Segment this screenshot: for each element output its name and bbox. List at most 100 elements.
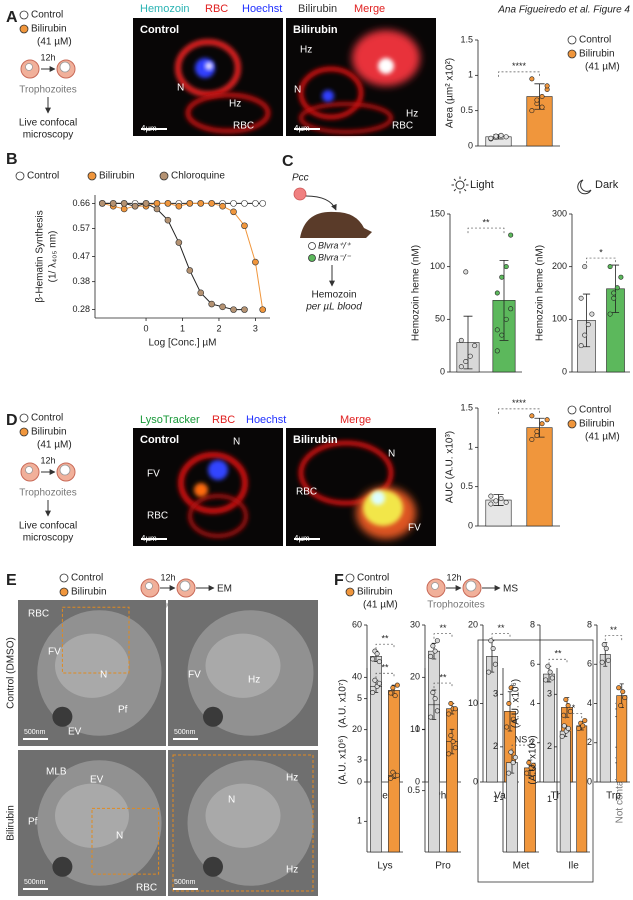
x-axis-label: Thr (551, 791, 567, 802)
y-tick-label: 5 (357, 693, 362, 703)
y-axis-label: (1/ λ₄₀₅ nm) (48, 231, 59, 283)
significance-label: * (572, 703, 576, 713)
image-label: RBC (147, 511, 168, 522)
image-label: Hz (229, 99, 241, 110)
data-point (186, 200, 194, 207)
significance-bracket (498, 71, 540, 77)
cell-region (55, 633, 129, 698)
data-point (219, 303, 226, 311)
image-title: Bilirubin (293, 24, 338, 36)
parasite-icon (25, 63, 33, 71)
significance-label: * (599, 247, 603, 257)
legend-label: (41 µM) (585, 432, 620, 443)
y-tick-label: 0.66 (72, 198, 90, 208)
data-point (499, 274, 505, 280)
sun-ray (453, 188, 457, 192)
stain (188, 494, 248, 538)
legend-marker (19, 413, 29, 423)
legend-label: Bilirubin (579, 49, 615, 60)
pathogen-icon (293, 187, 307, 201)
legend-marker (345, 573, 355, 583)
data-point (561, 723, 567, 729)
data-point (529, 413, 535, 419)
significance-label: ** (610, 625, 618, 635)
data-point (567, 708, 573, 714)
data-point (197, 289, 205, 297)
sun-icon (455, 180, 465, 190)
significance-label: ** (482, 217, 490, 227)
stain (205, 62, 213, 70)
zoom-box (172, 754, 314, 892)
zoom-box (61, 606, 130, 674)
data-point (388, 775, 394, 781)
bar (428, 704, 440, 853)
data-point (605, 657, 611, 663)
legend-label: Bilirubin (357, 587, 393, 598)
data-point (120, 200, 128, 207)
bar (576, 725, 588, 853)
cell-region (205, 633, 281, 698)
data-point (388, 690, 394, 696)
scale-label: 500nm (174, 879, 196, 886)
data-point (499, 332, 505, 338)
group-frame (477, 639, 594, 883)
data-point (565, 702, 571, 708)
row-label: Control (DMSO) (6, 637, 17, 709)
y-tick-label: 30 (410, 619, 420, 629)
stain (322, 90, 334, 102)
image-label: N (233, 437, 240, 448)
legend-marker (308, 242, 316, 250)
data-point (448, 732, 454, 738)
data-point (428, 653, 434, 659)
y-tick-label: 20 (352, 724, 362, 734)
y-tick-label: 0.5 (460, 481, 473, 491)
data-point (503, 134, 509, 140)
data-point (430, 690, 436, 696)
data-point (448, 700, 454, 706)
data-point (512, 754, 518, 760)
x-axis-label: Pro (435, 861, 451, 872)
bar (526, 427, 553, 527)
data-point (463, 358, 469, 364)
legend-label: (41 µM) (37, 440, 72, 451)
readout-label: Live confocal (19, 118, 77, 129)
y-tick-label: 4 (530, 698, 535, 708)
legend-marker (345, 587, 355, 597)
data-point (589, 311, 595, 317)
image-title: Control (140, 24, 179, 36)
y-tick-label: 150 (430, 208, 445, 218)
y-axis-label: Hemozoin heme (nM) (535, 245, 546, 341)
image-label: N (294, 85, 301, 96)
data-point (197, 200, 205, 207)
y-tick-label: 40 (352, 672, 362, 682)
y-tick-label: 0.5 (460, 105, 473, 115)
image-label: N (388, 449, 395, 460)
channel-label: Hoechst (242, 3, 282, 15)
data-point (153, 205, 161, 213)
data-point (486, 669, 492, 675)
bar (486, 656, 498, 783)
data-point (599, 659, 605, 665)
data-point (432, 696, 438, 702)
data-point (582, 718, 588, 724)
image-label: Hz (286, 773, 298, 784)
y-tick-label: 1.5 (460, 34, 473, 44)
data-point (563, 697, 569, 703)
data-point (372, 677, 378, 683)
y-tick-label: 1.5 (460, 402, 473, 412)
y-tick-label: 20 (468, 619, 478, 629)
data-point (230, 200, 237, 207)
error-bar (493, 494, 504, 506)
error-bar (582, 293, 591, 348)
data-point (529, 76, 535, 82)
data-point (611, 290, 617, 296)
data-point (452, 706, 458, 712)
y-tick-label: 200 (552, 261, 567, 271)
data-point (208, 300, 215, 308)
data-point (578, 343, 584, 349)
legend-label: Bilirubin (71, 587, 107, 598)
significance-bracket (604, 635, 623, 641)
y-tick-label: 3 (547, 689, 552, 699)
readout-label: microscopy (23, 130, 74, 141)
y-axis-label: (A.U. x10⁶) (511, 679, 522, 728)
